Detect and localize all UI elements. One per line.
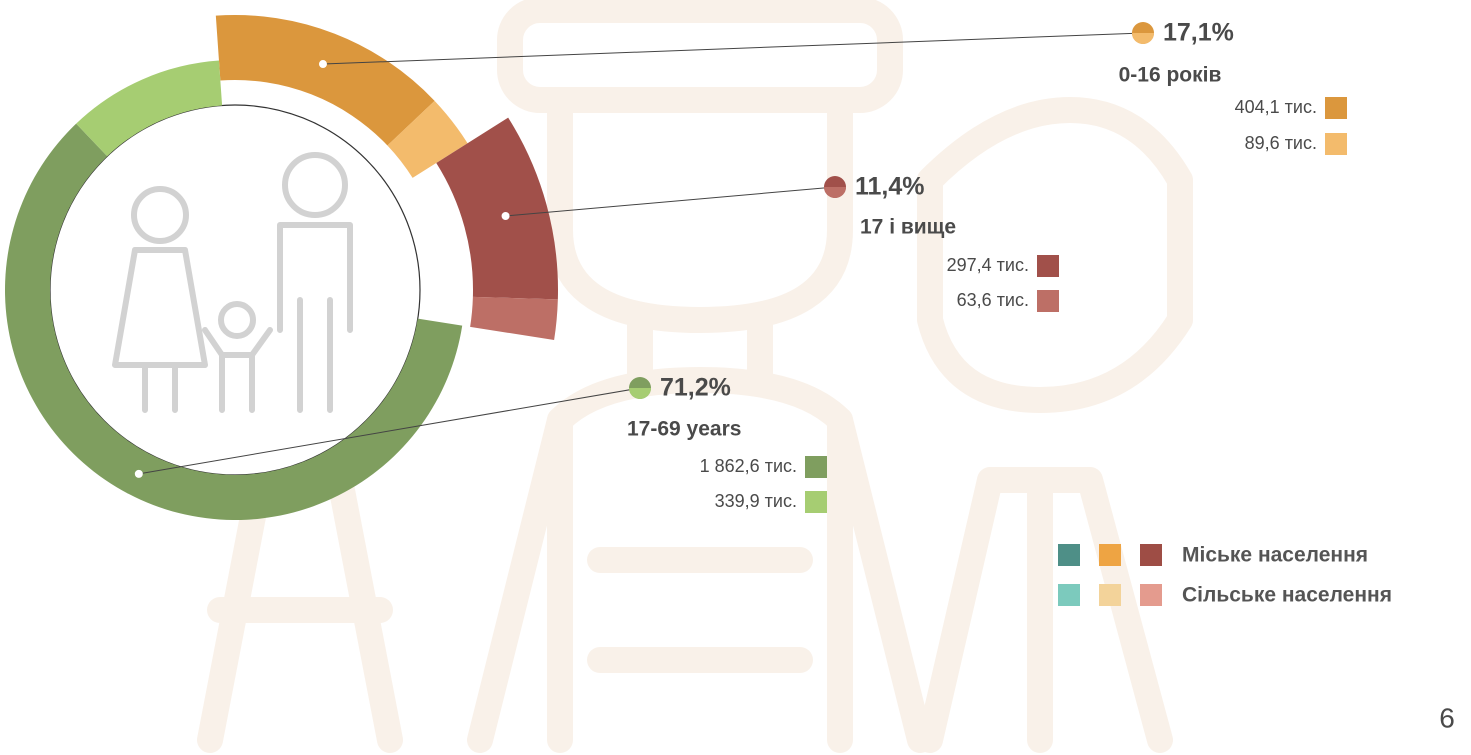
inner-circle bbox=[50, 105, 420, 475]
group-name: 17 і вище bbox=[860, 216, 956, 239]
value-swatch bbox=[1325, 97, 1347, 119]
value-label: 297,4 тис. bbox=[947, 255, 1029, 275]
donut-segment bbox=[470, 297, 558, 340]
legend-label: Міське населення bbox=[1182, 544, 1368, 567]
value-label: 1 862,6 тис. bbox=[700, 456, 797, 476]
legend-swatch bbox=[1058, 584, 1080, 606]
legend-swatch bbox=[1099, 584, 1121, 606]
value-swatch bbox=[1037, 255, 1059, 277]
value-swatch bbox=[1037, 290, 1059, 312]
leader-start bbox=[502, 212, 510, 220]
legend-swatch bbox=[1140, 544, 1162, 566]
legend-swatch bbox=[1099, 544, 1121, 566]
slide: 17,1% 0-16 років 404,1 тис. 89,6 тис. 11,4% 1… bbox=[0, 0, 1471, 755]
group-name: 0-16 років bbox=[1119, 64, 1222, 87]
percent-label: 71,2% bbox=[660, 374, 731, 402]
value-label: 339,9 тис. bbox=[715, 491, 797, 511]
percent-label: 11,4% bbox=[855, 173, 925, 201]
legend-label: Сільське населення bbox=[1182, 584, 1392, 607]
page-number: 6 bbox=[1439, 702, 1455, 733]
value-swatch bbox=[805, 491, 827, 513]
legend-swatch bbox=[1140, 584, 1162, 606]
value-swatch bbox=[805, 456, 827, 478]
legend-swatch bbox=[1058, 544, 1080, 566]
leader-start bbox=[319, 60, 327, 68]
percent-label: 17,1% bbox=[1163, 19, 1234, 47]
leader-start bbox=[135, 470, 143, 478]
label-dot-half bbox=[1132, 33, 1154, 44]
value-swatch bbox=[1325, 133, 1347, 155]
group-name: 17-69 years bbox=[627, 418, 741, 441]
value-label: 89,6 тис. bbox=[1245, 133, 1317, 153]
value-label: 63,6 тис. bbox=[957, 290, 1029, 310]
leader-line bbox=[323, 33, 1143, 64]
value-label: 404,1 тис. bbox=[1235, 97, 1317, 117]
